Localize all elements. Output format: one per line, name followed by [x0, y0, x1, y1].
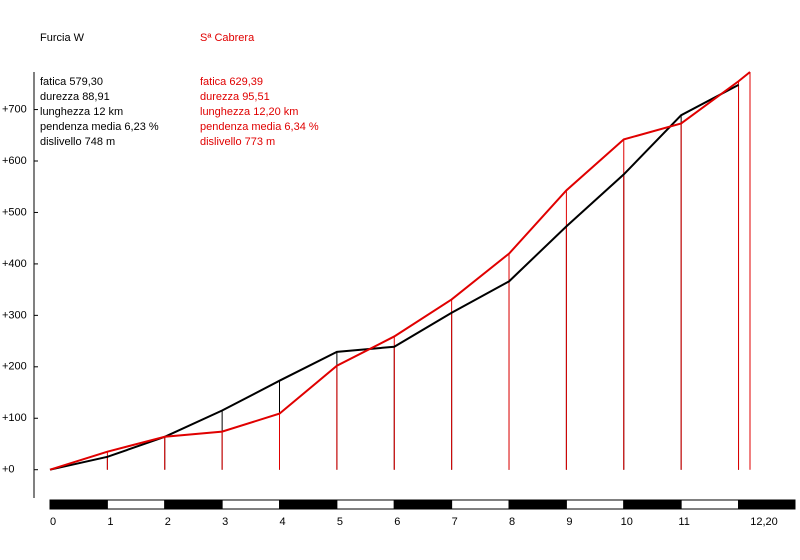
series-stat: fatica 579,30: [40, 76, 103, 88]
distance-bar-segment: [49, 499, 108, 510]
distance-bar-segment: [164, 499, 223, 510]
x-tick-label: 1: [107, 516, 113, 528]
profile-line: [49, 71, 751, 471]
series-stat: lunghezza 12 km: [40, 106, 123, 118]
y-tick-label: +0: [2, 464, 15, 476]
y-tick-label: +300: [2, 309, 27, 321]
distance-bar-segment: [336, 499, 395, 510]
series-stat: pendenza media 6,34 %: [200, 121, 319, 133]
y-tick-label: +200: [2, 361, 27, 373]
x-tick-label: 7: [452, 516, 458, 528]
series-stat: durezza 88,91: [40, 91, 110, 103]
distance-bar-segment: [279, 499, 338, 510]
series-stat: durezza 95,51: [200, 91, 270, 103]
distance-bar-segment: [393, 499, 453, 510]
x-tick-label: 9: [566, 516, 572, 528]
x-tick-label: 10: [621, 516, 633, 528]
y-tick-label: +500: [2, 206, 27, 218]
x-tick-label: 6: [394, 516, 400, 528]
distance-bar-segment: [451, 499, 510, 510]
x-tick-label: 3: [222, 516, 228, 528]
distance-bar-segment: [221, 499, 281, 510]
series-stat: pendenza media 6,23 %: [40, 121, 159, 133]
series-name: Sª Cabrera: [200, 32, 255, 44]
x-tick-label: 0: [50, 516, 56, 528]
x-tick-label: 11: [678, 516, 689, 528]
x-tick-label: 8: [509, 516, 515, 528]
distance-bar-segment: [508, 499, 567, 510]
y-tick-label: +400: [2, 258, 27, 270]
y-tick-label: +700: [2, 103, 27, 115]
series-name: Furcia W: [40, 32, 85, 44]
y-tick-label: +100: [2, 412, 27, 424]
distance-bar-segment: [680, 499, 740, 510]
distance-bar-segment: [106, 499, 166, 510]
distance-bar-segment: [738, 499, 796, 510]
distance-bar-segment: [623, 499, 682, 510]
series-stat: dislivello 748 m: [40, 136, 115, 148]
x-tick-label: 4: [279, 516, 285, 528]
x-tick-label: 5: [337, 516, 343, 528]
x-tick-label: 12,20: [750, 516, 778, 528]
y-tick-label: +600: [2, 155, 27, 167]
series-stat: fatica 629,39: [200, 76, 263, 88]
series-stat: lunghezza 12,20 km: [200, 106, 298, 118]
x-tick-label: 2: [165, 516, 171, 528]
series-stat: dislivello 773 m: [200, 136, 275, 148]
distance-bar-segment: [565, 499, 625, 510]
